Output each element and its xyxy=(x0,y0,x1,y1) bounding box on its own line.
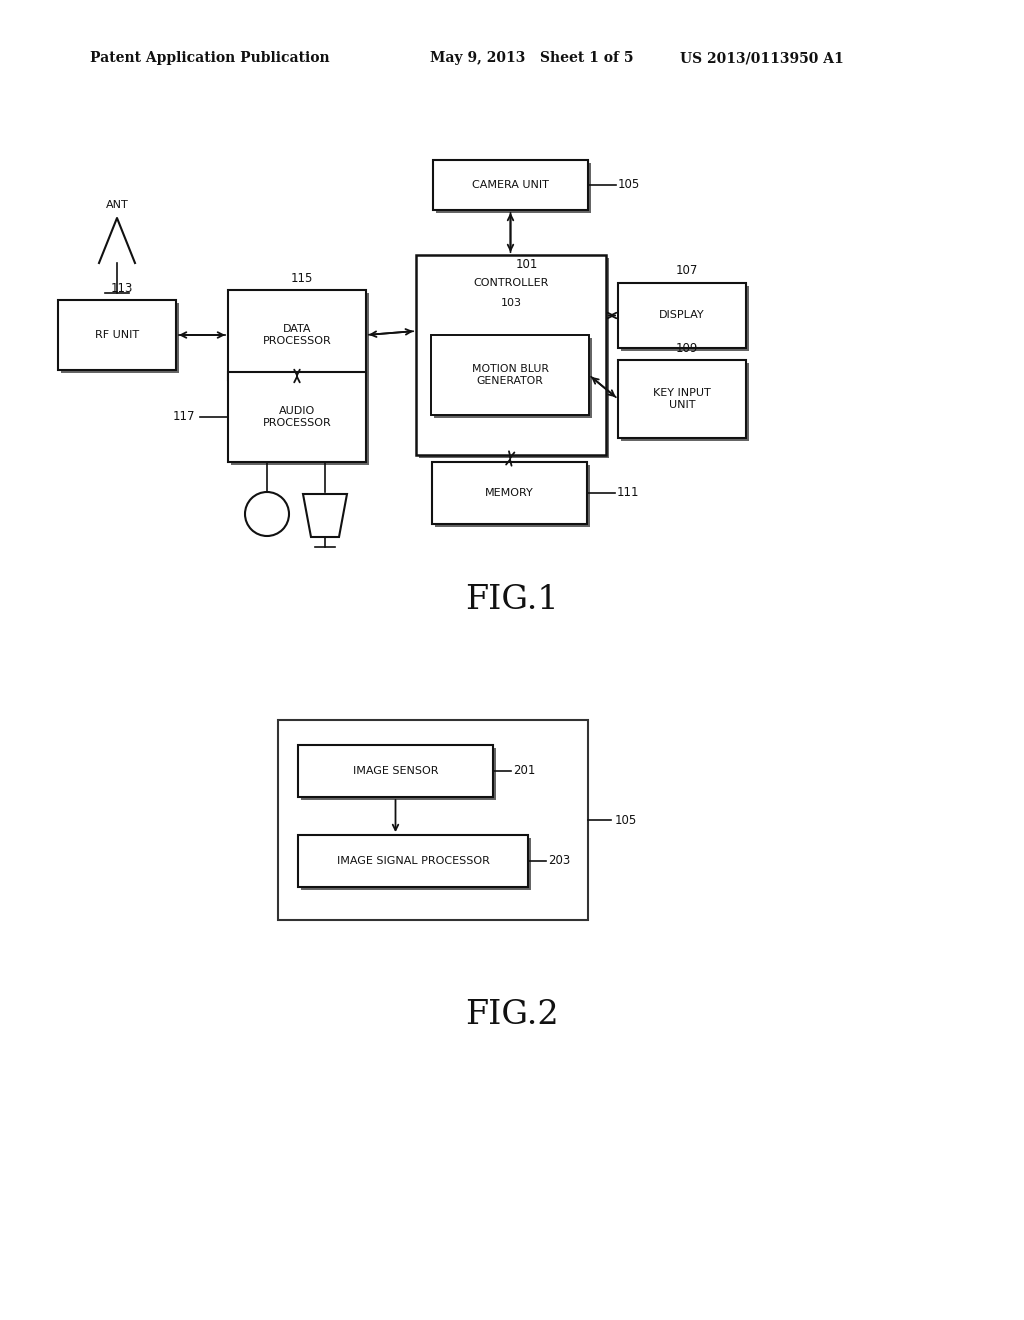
Text: KEY INPUT
UNIT: KEY INPUT UNIT xyxy=(653,388,711,411)
Bar xyxy=(61,304,179,374)
Bar xyxy=(301,838,531,890)
Text: 113: 113 xyxy=(111,281,133,294)
Text: 105: 105 xyxy=(618,178,640,191)
Text: 117: 117 xyxy=(173,411,196,424)
Bar xyxy=(433,160,588,210)
Text: AUDIO
PROCESSOR: AUDIO PROCESSOR xyxy=(262,405,332,428)
Text: FIG.2: FIG.2 xyxy=(465,999,559,1031)
Text: 109: 109 xyxy=(676,342,698,355)
Text: US 2013/0113950 A1: US 2013/0113950 A1 xyxy=(680,51,844,65)
Text: 201: 201 xyxy=(513,764,536,777)
Text: CAMERA UNIT: CAMERA UNIT xyxy=(472,180,549,190)
Bar xyxy=(416,255,606,455)
Text: IMAGE SENSOR: IMAGE SENSOR xyxy=(352,766,438,776)
Bar xyxy=(436,162,591,213)
Bar xyxy=(298,836,528,887)
Text: CONTROLLER: CONTROLLER xyxy=(473,279,549,288)
Text: May 9, 2013   Sheet 1 of 5: May 9, 2013 Sheet 1 of 5 xyxy=(430,51,634,65)
Bar xyxy=(228,290,366,380)
Text: 107: 107 xyxy=(676,264,698,277)
Text: MEMORY: MEMORY xyxy=(485,488,534,498)
Text: IMAGE SIGNAL PROCESSOR: IMAGE SIGNAL PROCESSOR xyxy=(337,855,489,866)
Bar xyxy=(298,744,493,797)
Text: 101: 101 xyxy=(516,259,539,272)
Bar xyxy=(435,465,590,527)
Bar xyxy=(621,286,749,351)
Bar xyxy=(621,363,749,441)
Bar xyxy=(434,338,592,418)
Bar xyxy=(231,375,369,465)
Text: 111: 111 xyxy=(617,487,640,499)
Bar xyxy=(301,748,496,800)
Text: 103: 103 xyxy=(501,298,521,308)
Text: 105: 105 xyxy=(615,813,637,826)
Bar xyxy=(432,462,587,524)
Bar xyxy=(231,293,369,383)
Text: 115: 115 xyxy=(291,272,313,285)
Bar xyxy=(618,282,746,348)
Bar xyxy=(278,719,588,920)
Text: DISPLAY: DISPLAY xyxy=(659,310,705,321)
Text: FIG.1: FIG.1 xyxy=(465,583,559,616)
Text: Patent Application Publication: Patent Application Publication xyxy=(90,51,330,65)
Bar xyxy=(431,335,589,414)
Text: RF UNIT: RF UNIT xyxy=(95,330,139,341)
Bar xyxy=(58,300,176,370)
Text: ANT: ANT xyxy=(105,201,128,210)
Text: 203: 203 xyxy=(548,854,570,867)
Bar xyxy=(228,372,366,462)
Bar xyxy=(419,257,609,458)
Bar xyxy=(618,360,746,438)
Text: MOTION BLUR
GENERATOR: MOTION BLUR GENERATOR xyxy=(471,364,549,387)
Text: DATA
PROCESSOR: DATA PROCESSOR xyxy=(262,323,332,346)
